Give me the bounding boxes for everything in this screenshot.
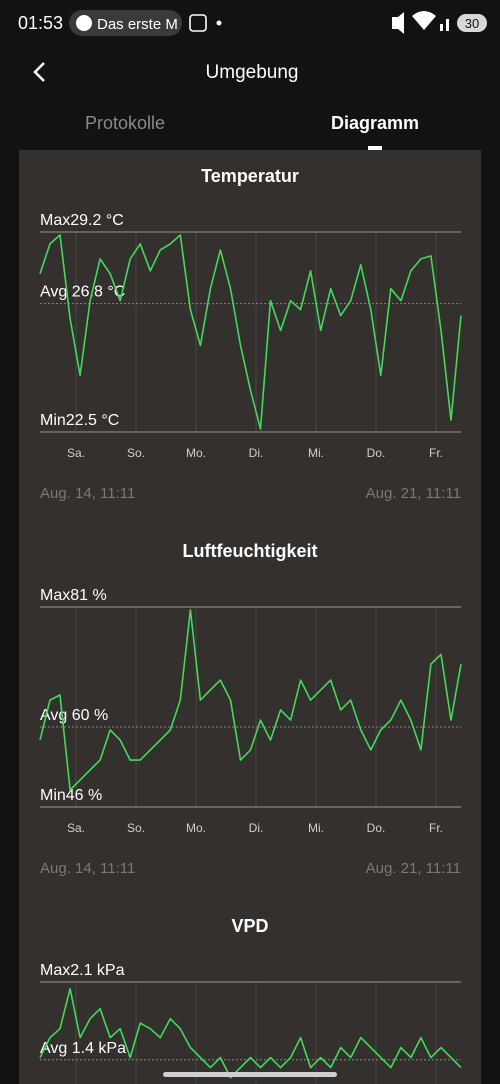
header-title: Umgebung [206, 62, 299, 83]
x-tick-label: Fr. [429, 821, 443, 835]
dot-icon [216, 20, 222, 26]
data-line [39, 234, 462, 430]
mute-icon [392, 12, 404, 34]
range-end: Aug. 21, 11:11 [366, 485, 461, 502]
x-tick-label: Mo. [186, 446, 206, 460]
x-tick-label: Do. [367, 446, 386, 460]
tab-active[interactable]: Diagramm [331, 113, 419, 133]
x-tick-label: Di. [249, 821, 264, 835]
y-tick-label: Avg 60 % [40, 707, 108, 724]
x-tick-label: So. [127, 446, 145, 460]
y-tick-label: Max29.2 °C [40, 212, 124, 229]
x-tick-label: So. [127, 821, 145, 835]
x-tick-label: Sa. [67, 821, 85, 835]
tab-indicator [368, 146, 382, 150]
y-tick-label: Avg 1.4 kPa [40, 1040, 126, 1057]
media-pill [69, 10, 182, 36]
range-end: Aug. 21, 11:11 [366, 860, 461, 877]
chart-title: Luftfeuchtigkeit [183, 541, 318, 561]
chart-title: VPD [231, 916, 268, 936]
media-title: Das erste M [97, 16, 178, 33]
card [19, 150, 481, 1084]
battery-icon [457, 14, 487, 32]
home-indicator [163, 1072, 337, 1077]
y-tick-label: Max2.1 kPa [40, 962, 125, 979]
y-tick-label: Min22.5 °C [40, 412, 119, 429]
x-tick-label: Mi. [308, 446, 324, 460]
tab[interactable]: Protokolle [85, 113, 165, 133]
x-tick-label: Mo. [186, 821, 206, 835]
status-time: 01:53 [18, 13, 63, 33]
y-tick-label: Max81 % [40, 587, 107, 604]
range-start: Aug. 14, 11:11 [40, 860, 135, 877]
y-tick-label: Avg 26.8 °C [40, 284, 125, 301]
range-start: Aug. 14, 11:11 [40, 485, 135, 502]
wifi-icon [412, 11, 436, 30]
back-button[interactable] [33, 62, 45, 82]
y-tick-label: Min46 % [40, 787, 102, 804]
signal-icon [446, 19, 449, 31]
x-tick-label: Do. [367, 821, 386, 835]
chart-title: Temperatur [201, 166, 299, 186]
screenshot-icon [189, 14, 207, 32]
x-tick-label: Sa. [67, 446, 85, 460]
x-tick-label: Mi. [308, 821, 324, 835]
battery-level: 30 [465, 16, 479, 31]
signal-icon [440, 24, 443, 31]
x-tick-label: Di. [249, 446, 264, 460]
x-tick-label: Fr. [429, 446, 443, 460]
data-line [39, 609, 462, 791]
data-line [39, 987, 462, 1079]
spotify-icon [76, 15, 92, 31]
